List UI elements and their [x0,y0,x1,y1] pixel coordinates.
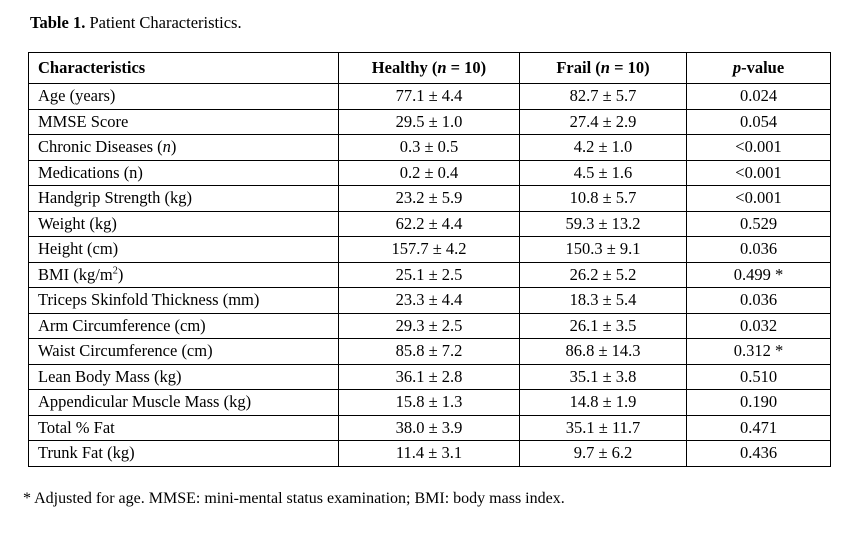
cell-healthy: 29.5 ± 1.0 [338,108,520,135]
cell-label: Handgrip Strength (kg) [28,185,339,212]
cell-label: Height (cm) [28,236,339,263]
table-row: BMI (kg/m2) 25.1 ± 2.5 26.2 ± 5.2 0.499 * [28,261,831,288]
cell-frail: 35.1 ± 3.8 [519,363,687,390]
cell-frail: 14.8 ± 1.9 [519,389,687,416]
cell-p: 0.436 [686,440,831,467]
cell-label: Weight (kg) [28,210,339,237]
table-row: Chronic Diseases (n) 0.3 ± 0.5 4.2 ± 1.0 <0… [28,134,831,161]
table-footnote: * Adjusted for age. MMSE: mini-mental st… [23,490,565,507]
table-row: MMSE Score 29.5 ± 1.0 27.4 ± 2.9 0.054 [28,108,831,135]
cell-p: 0.036 [686,287,831,314]
table-title-number: Table 1. [30,13,86,32]
table-row: Trunk Fat (kg) 11.4 ± 3.1 9.7 ± 6.2 0.436 [28,440,831,467]
table-row: Waist Circumference (cm) 85.8 ± 7.2 86.8 ±… [28,338,831,365]
cell-frail: 86.8 ± 14.3 [519,338,687,365]
table-title-text: Patient Characteristics. [85,13,242,32]
cell-frail: 18.3 ± 5.4 [519,287,687,314]
table-row: Height (cm) 157.7 ± 4.2 150.3 ± 9.1 0.036 [28,236,831,263]
cell-label: MMSE Score [28,108,339,135]
column-header-healthy: Healthy (n = 10) [338,52,520,84]
cell-healthy: 25.1 ± 2.5 [338,261,520,288]
cell-label: Lean Body Mass (kg) [28,363,339,390]
cell-healthy: 0.3 ± 0.5 [338,134,520,161]
cell-frail: 59.3 ± 13.2 [519,210,687,237]
cell-p: 0.032 [686,312,831,339]
table-header-row: Characteristics Healthy (n = 10) Frail (n … [28,52,831,84]
cell-p: 0.190 [686,389,831,416]
cell-p: 0.499 * [686,261,831,288]
table-row: Weight (kg) 62.2 ± 4.4 59.3 ± 13.2 0.529 [28,210,831,237]
cell-frail: 35.1 ± 11.7 [519,414,687,441]
table-row: Lean Body Mass (kg) 36.1 ± 2.8 35.1 ± 3.8 0… [28,363,831,390]
cell-p: 0.529 [686,210,831,237]
table-row: Handgrip Strength (kg) 23.2 ± 5.9 10.8 ± 5… [28,185,831,212]
cell-label: Total % Fat [28,414,339,441]
cell-p: 0.510 [686,363,831,390]
cell-frail: 26.1 ± 3.5 [519,312,687,339]
cell-label: Trunk Fat (kg) [28,440,339,467]
cell-healthy: 29.3 ± 2.5 [338,312,520,339]
column-header-label: Characteristics [28,52,339,84]
cell-healthy: 15.8 ± 1.3 [338,389,520,416]
cell-frail: 150.3 ± 9.1 [519,236,687,263]
cell-p: 0.054 [686,108,831,135]
cell-label: Waist Circumference (cm) [28,338,339,365]
cell-healthy: 77.1 ± 4.4 [338,83,520,110]
cell-frail: 26.2 ± 5.2 [519,261,687,288]
table-row: Triceps Skinfold Thickness (mm) 23.3 ± 4.… [28,287,831,314]
cell-label: Chronic Diseases (n) [28,134,339,161]
cell-label: BMI (kg/m2) [28,261,339,288]
cell-frail: 4.5 ± 1.6 [519,159,687,186]
cell-label: Medications (n) [28,159,339,186]
cell-healthy: 0.2 ± 0.4 [338,159,520,186]
column-header-p: p-value [686,52,831,84]
cell-frail: 4.2 ± 1.0 [519,134,687,161]
column-header-frail: Frail (n = 10) [519,52,687,84]
cell-label: Triceps Skinfold Thickness (mm) [28,287,339,314]
cell-p: 0.036 [686,236,831,263]
patient-characteristics-table: Characteristics Healthy (n = 10) Frail (n … [28,52,831,467]
cell-frail: 27.4 ± 2.9 [519,108,687,135]
table-row: Appendicular Muscle Mass (kg) 15.8 ± 1.3 1… [28,389,831,416]
cell-frail: 9.7 ± 6.2 [519,440,687,467]
cell-healthy: 23.2 ± 5.9 [338,185,520,212]
cell-healthy: 62.2 ± 4.4 [338,210,520,237]
cell-frail: 10.8 ± 5.7 [519,185,687,212]
table-row: Age (years) 77.1 ± 4.4 82.7 ± 5.7 0.024 [28,83,831,110]
table-title: Table 1. Patient Characteristics. [30,13,242,33]
cell-healthy: 36.1 ± 2.8 [338,363,520,390]
cell-healthy: 23.3 ± 4.4 [338,287,520,314]
table-row: Arm Circumference (cm) 29.3 ± 2.5 26.1 ± 3… [28,312,831,339]
cell-p: 0.312 * [686,338,831,365]
cell-healthy: 38.0 ± 3.9 [338,414,520,441]
cell-label: Arm Circumference (cm) [28,312,339,339]
cell-frail: 82.7 ± 5.7 [519,83,687,110]
cell-label: Age (years) [28,83,339,110]
cell-healthy: 157.7 ± 4.2 [338,236,520,263]
cell-healthy: 11.4 ± 3.1 [338,440,520,467]
table-row: Total % Fat 38.0 ± 3.9 35.1 ± 11.7 0.471 [28,414,831,441]
cell-p: 0.024 [686,83,831,110]
table-row: Medications (n) 0.2 ± 0.4 4.5 ± 1.6 <0.001 [28,159,831,186]
cell-healthy: 85.8 ± 7.2 [338,338,520,365]
cell-p: <0.001 [686,159,831,186]
cell-p: <0.001 [686,185,831,212]
cell-p: 0.471 [686,414,831,441]
cell-label: Appendicular Muscle Mass (kg) [28,389,339,416]
cell-p: <0.001 [686,134,831,161]
